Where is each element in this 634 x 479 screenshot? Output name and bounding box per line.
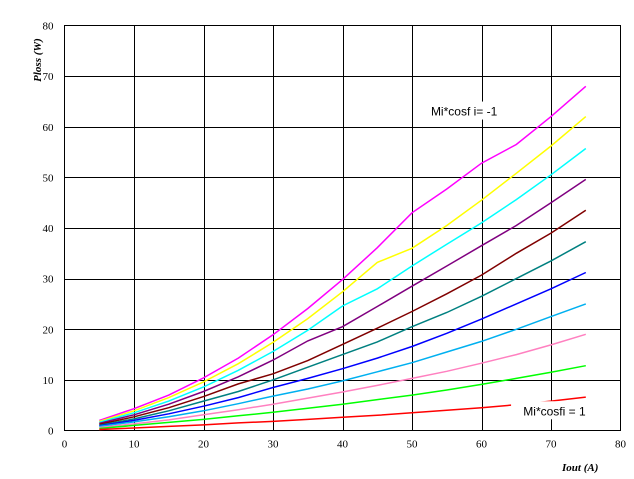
x-tick-label: 0: [62, 439, 68, 451]
x-tick-label: 80: [615, 439, 627, 451]
y-tick-label: 10: [43, 375, 55, 387]
x-tick-label: 50: [407, 439, 419, 451]
x-axis-title: Iout (A): [561, 462, 598, 474]
y-axis-title: Ploss (W): [32, 38, 44, 82]
x-tick-label: 20: [198, 439, 210, 451]
y-tick-label: 0: [48, 426, 54, 438]
y-tick-label: 30: [43, 274, 55, 286]
x-tick-label: 40: [337, 439, 349, 451]
x-tick-label: 30: [268, 439, 280, 451]
series-line-1: [99, 85, 587, 422]
x-tick-label: 10: [129, 439, 141, 451]
annotation-bg: [511, 401, 598, 420]
y-tick-label: 50: [43, 172, 55, 184]
series-line-2: [99, 116, 587, 423]
series-line-6: [99, 241, 587, 427]
annotation-bg: [417, 101, 511, 120]
series-line-3: [99, 147, 587, 424]
y-tick-label: 60: [43, 122, 55, 134]
series-line-9: [99, 333, 587, 429]
y-tick-label: 70: [43, 71, 55, 83]
x-tick-label: 60: [476, 439, 488, 451]
y-tick-label: 80: [43, 21, 55, 33]
annotation-label-2: Mi*cosfi = 1: [523, 404, 586, 418]
series-line-11: [99, 396, 586, 431]
x-tick-label: 70: [546, 439, 558, 451]
series-line-10: [99, 364, 586, 430]
y-tick-label: 40: [43, 223, 55, 235]
annotation-label-1: Mi*cosf i= -1: [431, 105, 498, 119]
series-line-8: [99, 303, 587, 428]
series-line-7: [99, 271, 587, 427]
series-line-4: [99, 178, 587, 425]
annotations: Mi*cosf i= -1 Mi*cosfi = 1: [417, 101, 598, 420]
series-line-5: [99, 209, 587, 426]
tick-labels: 0 10 20 30 40 50 60 70 80 0 10 20 30 40 50 60 70 80: [43, 21, 627, 451]
series-layer: [99, 85, 587, 431]
y-tick-label: 20: [43, 324, 55, 336]
